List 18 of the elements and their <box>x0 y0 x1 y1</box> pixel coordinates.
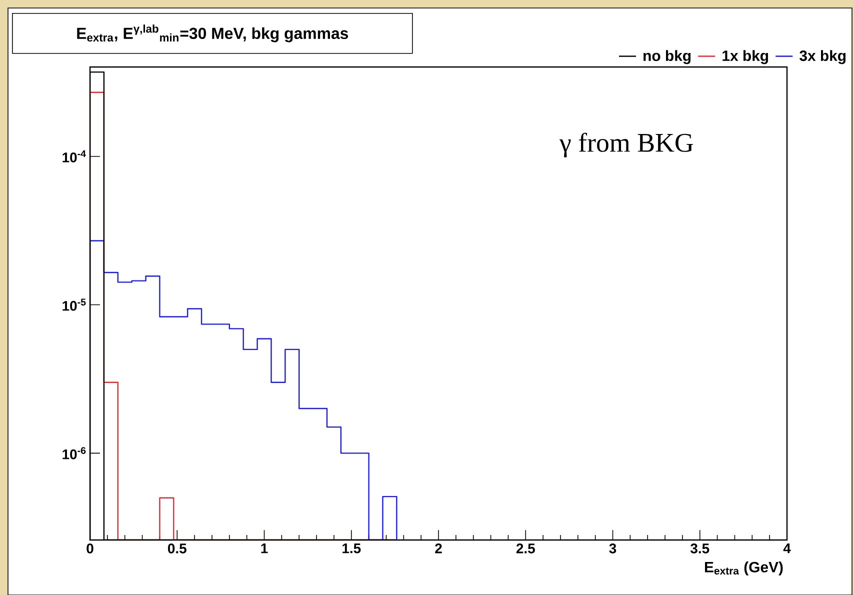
x-tick-label: 2.5 <box>516 543 535 554</box>
legend-label: 3x bkg <box>800 50 846 64</box>
x-tick-label: 0.5 <box>168 543 186 554</box>
chart-title: E$_{extra}$, E$^{γ,lab}$$_{min}$=30 MeV, bkg gammas <box>77 24 348 42</box>
x-tick-label: 4 <box>783 543 791 553</box>
legend-label: no bkg <box>644 50 691 64</box>
y-tick-label: 10$^{-5}$ <box>62 298 86 311</box>
legend-label: 1x bkg <box>722 50 768 64</box>
x-tick-label: 2 <box>435 543 442 554</box>
y-tick-label: 10$^{-4}$ <box>62 150 86 162</box>
x-tick-label: 1 <box>261 543 268 553</box>
x-tick-label: 3.5 <box>690 543 710 554</box>
x-tick-label: 1.5 <box>342 543 361 554</box>
x-tick-label: 0 <box>86 543 94 554</box>
annotation: γ from BKG <box>559 132 694 158</box>
x-tick-label: 3 <box>609 543 616 554</box>
y-tick-label: 10$^{-6}$ <box>62 446 86 460</box>
x-axis-title: E$_{extra}$ (GeV) <box>705 561 783 576</box>
